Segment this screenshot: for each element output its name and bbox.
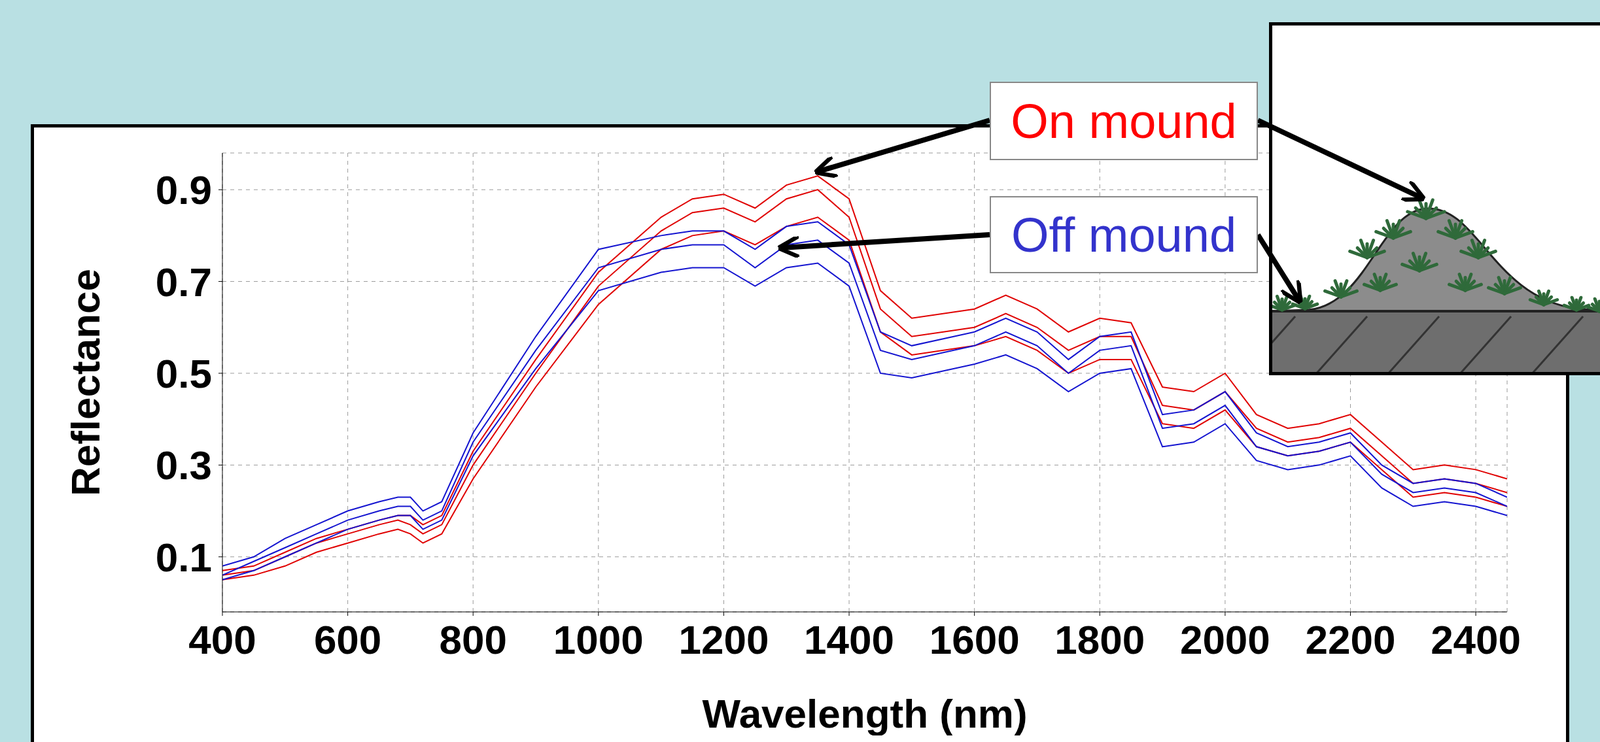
svg-text:Wavelength (nm): Wavelength (nm): [701, 691, 1027, 736]
svg-text:400: 400: [188, 617, 256, 663]
html-text:Off mound: Off mound: [1011, 207, 1237, 262]
svg-text:1600: 1600: [929, 617, 1020, 663]
svg-text:0.3: 0.3: [155, 442, 212, 488]
svg-text:Reflectance: Reflectance: [62, 268, 108, 497]
svg-text:600: 600: [313, 617, 382, 663]
svg-text:2000: 2000: [1180, 617, 1271, 663]
svg-text:1800: 1800: [1054, 617, 1145, 663]
svg-text:2400: 2400: [1430, 617, 1521, 663]
svg-text:0.1: 0.1: [155, 535, 212, 581]
html-text:On mound: On mound: [1010, 93, 1237, 149]
svg-text:1400: 1400: [803, 617, 895, 663]
svg-text:0.5: 0.5: [155, 351, 212, 397]
svg-text:2200: 2200: [1305, 617, 1396, 663]
svg-text:800: 800: [438, 617, 507, 663]
svg-text:0.9: 0.9: [155, 167, 212, 213]
svg-text:0.7: 0.7: [155, 259, 212, 305]
svg-text:1200: 1200: [678, 617, 769, 663]
svg-text:1000: 1000: [553, 617, 644, 663]
